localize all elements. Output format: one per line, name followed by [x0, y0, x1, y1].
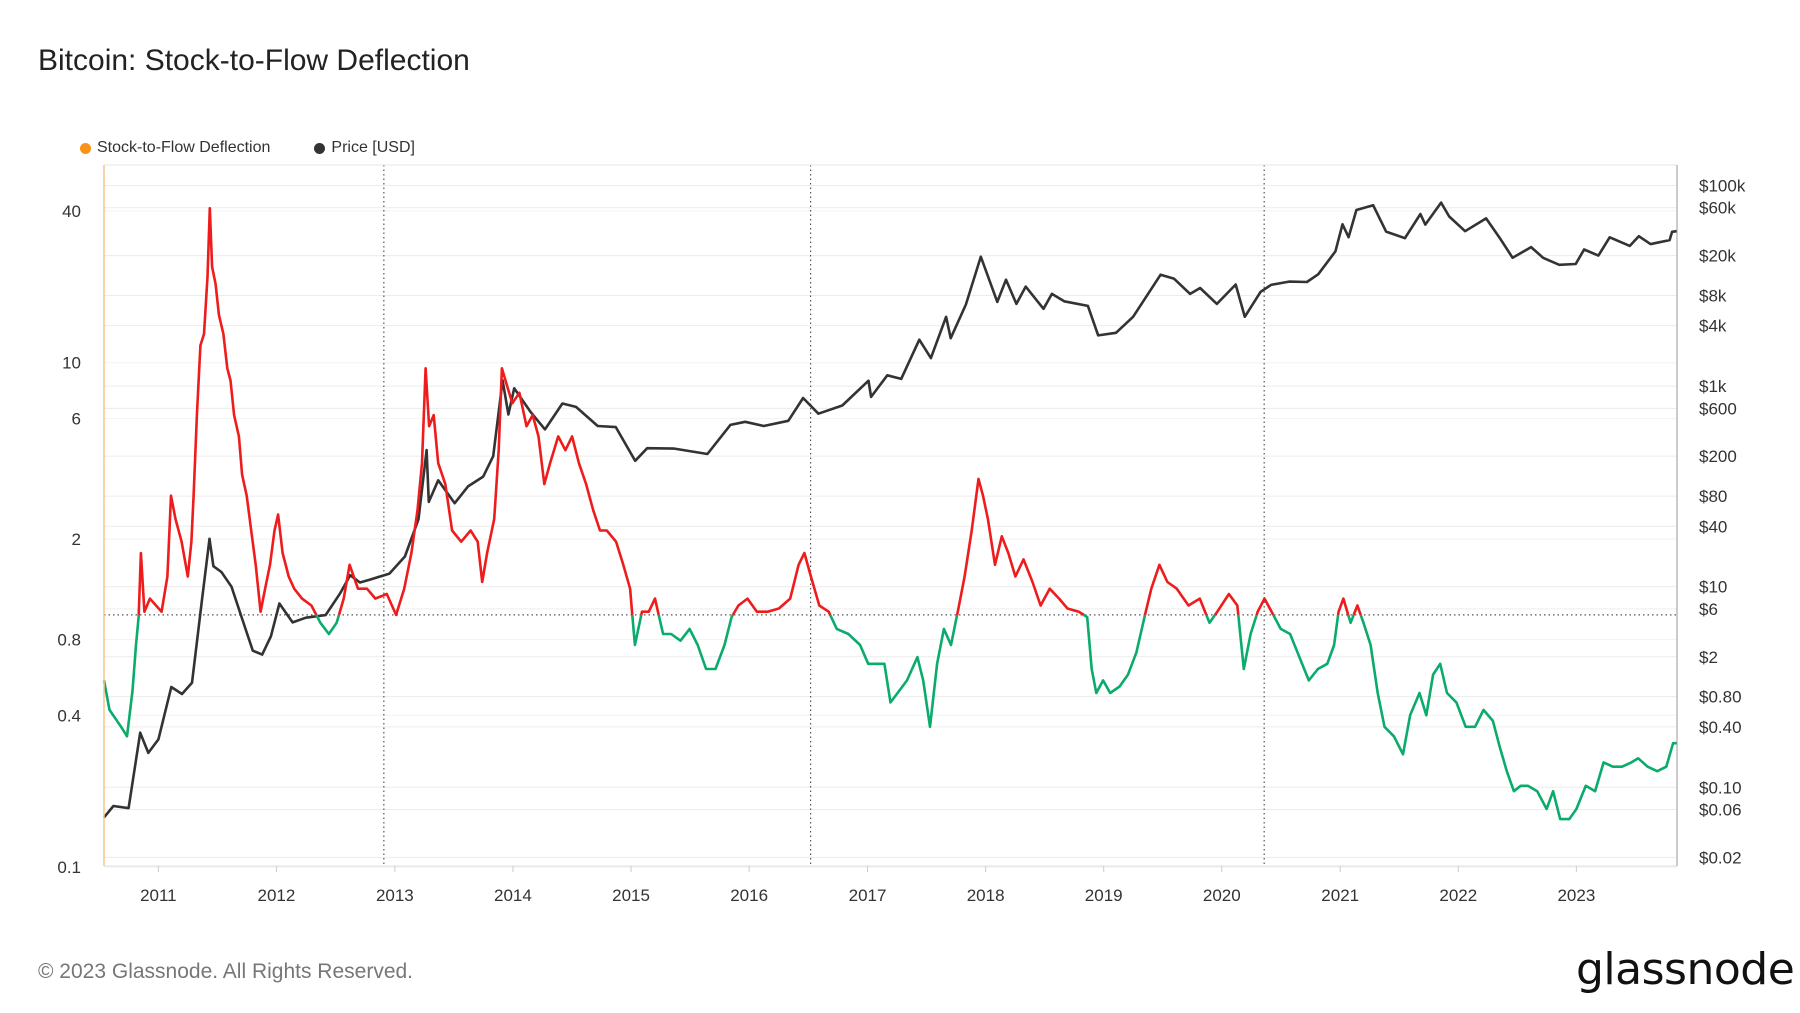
right-tick-label: $0.02 — [1699, 848, 1742, 867]
chart-title: Bitcoin: Stock-to-Flow Deflection — [38, 44, 470, 77]
legend-label-price: Price [USD] — [331, 139, 415, 156]
x-tick-label: 2016 — [730, 886, 768, 905]
right-tick-label: $0.10 — [1699, 778, 1742, 797]
glassnode-logo: glassnode — [1576, 944, 1795, 995]
halving-lines — [104, 165, 1677, 866]
right-tick-label: $2 — [1699, 648, 1718, 667]
legend-dot-price — [314, 142, 326, 154]
legend-item-deflection[interactable]: Stock-to-Flow Deflection — [80, 139, 270, 157]
left-tick-label: 0.4 — [57, 706, 81, 725]
x-tick-label: 2022 — [1439, 886, 1477, 905]
deflection-segment-below — [829, 614, 959, 729]
x-tick-label: 2015 — [612, 886, 650, 905]
deflection-segment-below — [1083, 613, 1147, 695]
deflection-segment-below — [657, 614, 735, 671]
right-tick-label: $200 — [1699, 447, 1737, 466]
x-tick-label: 2018 — [967, 886, 1005, 905]
deflection-segment-below — [631, 614, 643, 647]
x-tick-label: 2023 — [1557, 886, 1595, 905]
deflection-segment-below — [1272, 614, 1340, 682]
x-tick-label: 2020 — [1203, 886, 1241, 905]
legend-label-deflection: Stock-to-Flow Deflection — [97, 139, 271, 156]
deflection-segment-above — [337, 367, 634, 617]
x-tick-label: 2021 — [1321, 886, 1359, 905]
left-tick-label: 40 — [62, 202, 81, 221]
deflection-segment-above — [640, 597, 660, 616]
deflection-segment-below — [1205, 614, 1217, 625]
left-tick-label: 0.8 — [57, 630, 81, 649]
legend-item-price[interactable]: Price [USD] — [314, 139, 415, 157]
deflection-segment-above — [1255, 597, 1275, 616]
deflection-segment-above — [731, 551, 832, 616]
x-tick-label: 2011 — [140, 886, 177, 905]
deflection-segment-below — [1237, 614, 1258, 671]
x-tick-label: 2012 — [258, 886, 296, 905]
price-line — [102, 201, 1677, 819]
deflection-segment-below — [1359, 614, 1677, 821]
left-tick-label: 10 — [62, 354, 81, 373]
right-tick-label: $600 — [1699, 399, 1737, 418]
legend: Stock-to-Flow Deflection Price [USD] — [80, 139, 415, 157]
left-tick-label: 6 — [72, 410, 81, 429]
left-tick-label: 0.1 — [57, 858, 81, 877]
series-lines — [102, 201, 1677, 821]
x-tick-label: 2019 — [1085, 886, 1123, 905]
deflection-segment-below — [315, 614, 341, 636]
copyright-footer: © 2023 Glassnode. All Rights Reserved. — [38, 960, 414, 983]
left-tick-label: 2 — [72, 530, 81, 549]
right-tick-label: $1k — [1699, 377, 1727, 396]
legend-dot-deflection — [80, 142, 91, 154]
right-tick-label: $0.06 — [1699, 801, 1742, 820]
x-tick-label: 2014 — [494, 886, 532, 905]
gridlines — [104, 184, 1677, 868]
right-tick-label: $4k — [1699, 317, 1727, 336]
deflection-segment-above — [955, 477, 1085, 616]
right-tick-label: $10 — [1699, 578, 1727, 597]
axes: 40 10 6 2 0.8 0.4 0.1 $100k $60k $20k $8k $4k $1k $60… — [57, 164, 1746, 905]
right-tick-label: $0.40 — [1699, 718, 1742, 737]
right-tick-label: $8k — [1699, 286, 1727, 305]
right-tick-label: $100k — [1699, 176, 1746, 195]
right-tick-label: $0.80 — [1699, 688, 1742, 707]
deflection-segment-below — [1346, 614, 1355, 625]
x-tick-label: 2017 — [849, 886, 887, 905]
right-tick-label: $40 — [1699, 517, 1727, 536]
right-tick-label: $60k — [1699, 199, 1736, 218]
right-tick-label: $80 — [1699, 487, 1727, 506]
x-tick-label: 2013 — [376, 886, 414, 905]
deflection-segment-above — [1213, 592, 1240, 616]
deflection-segment-above — [137, 206, 318, 616]
deflection-segment-above — [1143, 563, 1208, 616]
right-tick-label: $6 — [1699, 600, 1718, 619]
deflection-segment-above — [1352, 604, 1362, 616]
deflection-segment-above — [1336, 597, 1350, 616]
deflection-segment-below — [102, 614, 140, 738]
right-tick-label: $20k — [1699, 247, 1736, 266]
